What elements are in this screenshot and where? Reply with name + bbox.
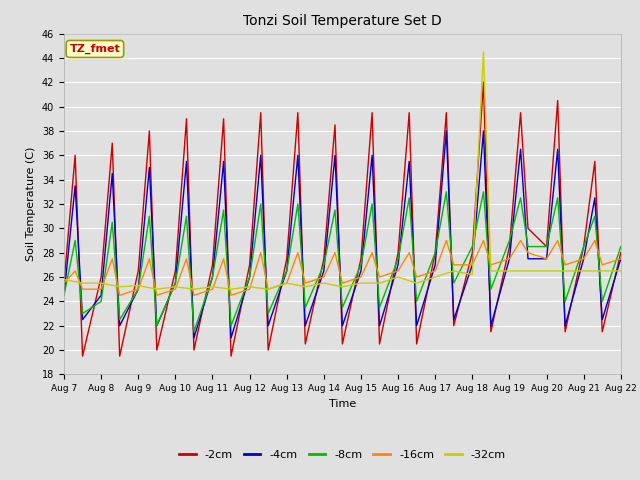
Legend: -2cm, -4cm, -8cm, -16cm, -32cm: -2cm, -4cm, -8cm, -16cm, -32cm <box>175 445 510 464</box>
X-axis label: Time: Time <box>329 399 356 408</box>
Text: TZ_fmet: TZ_fmet <box>70 44 120 54</box>
Y-axis label: Soil Temperature (C): Soil Temperature (C) <box>26 147 36 261</box>
Title: Tonzi Soil Temperature Set D: Tonzi Soil Temperature Set D <box>243 14 442 28</box>
